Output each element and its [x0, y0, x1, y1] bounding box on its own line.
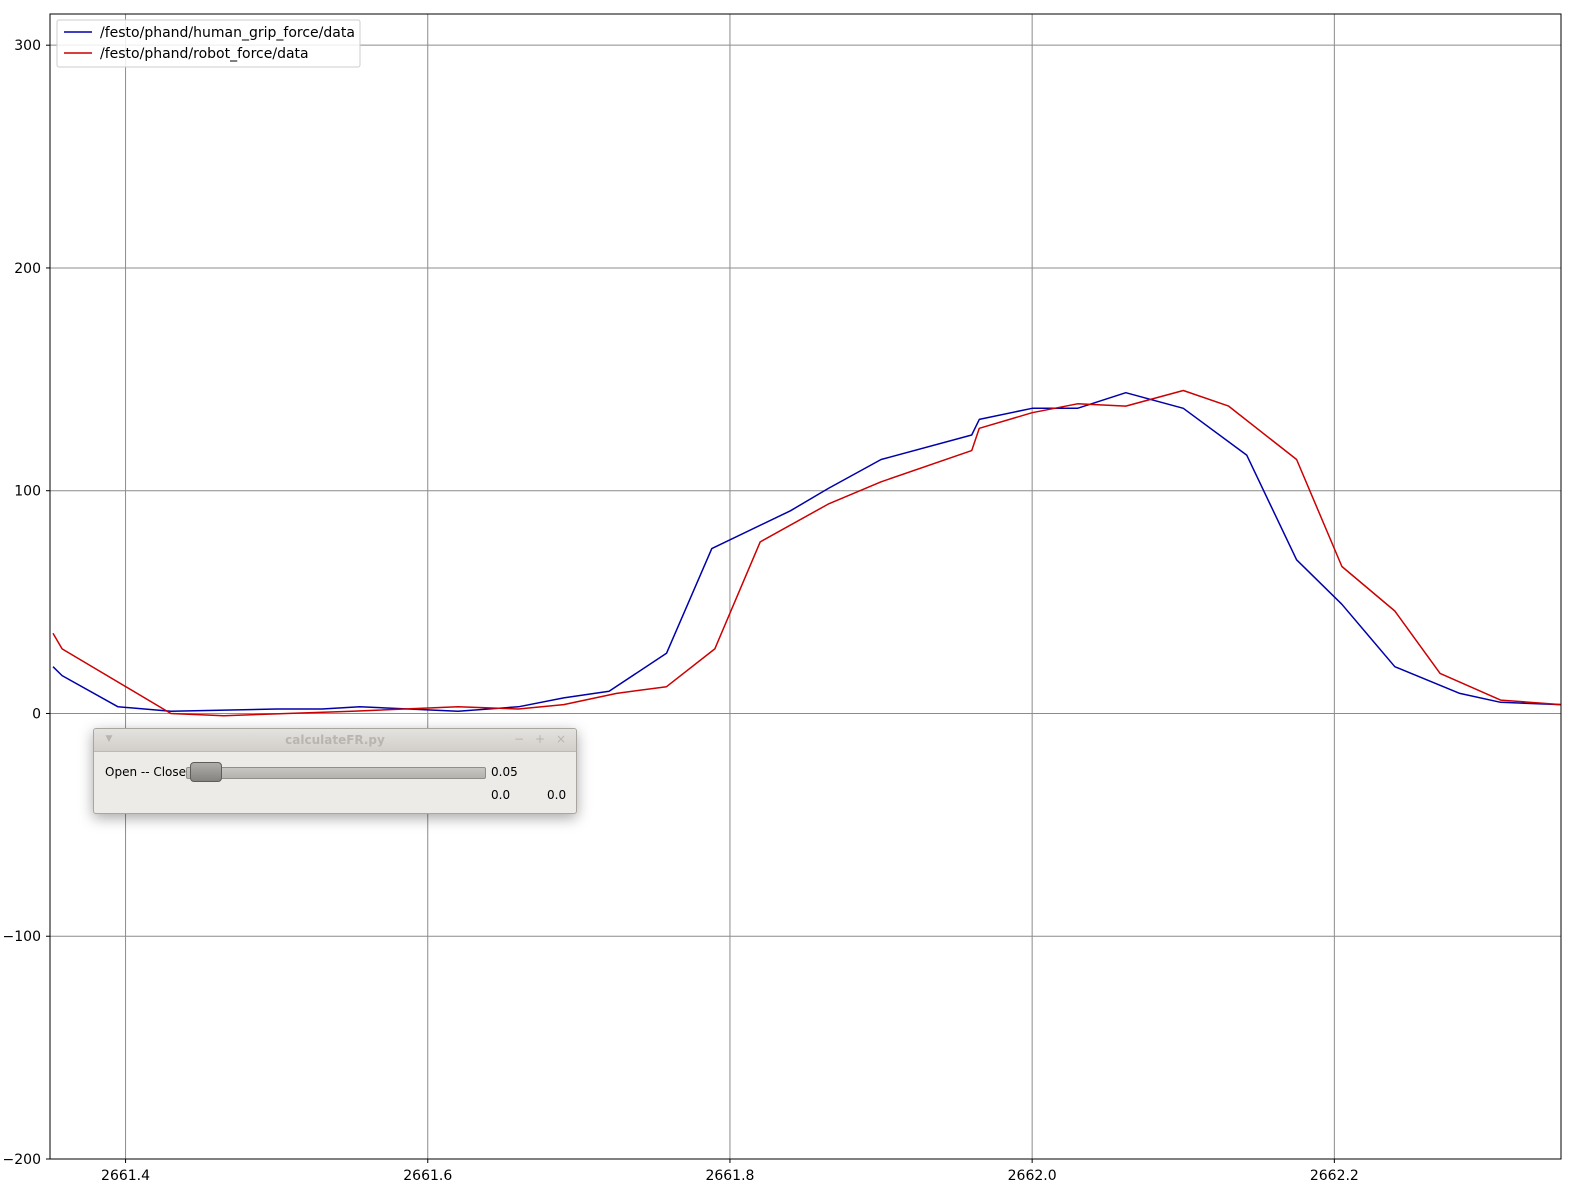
y-tick-label: −200 — [3, 1152, 41, 1168]
y-tick-label: −100 — [3, 929, 41, 945]
x-tick-label: 2661.6 — [403, 1168, 452, 1184]
open-close-slider-handle[interactable] — [190, 762, 222, 782]
grid — [50, 14, 1561, 1160]
y-tick-label: 300 — [14, 38, 41, 54]
plot-frame — [49, 13, 1562, 1160]
x-tick-label: 2662.0 — [1008, 1168, 1057, 1184]
slider-label: Open -- Close — [105, 765, 187, 779]
legend-label-robot-force: /festo/phand/robot_force/data — [100, 46, 309, 62]
window-title: calculateFR.py — [285, 733, 385, 747]
slider-value: 0.05 — [491, 765, 518, 779]
x-tick-label: 2661.4 — [101, 1168, 150, 1184]
window-titlebar[interactable]: ▼ calculateFR.py − + × — [94, 729, 576, 752]
minimize-icon[interactable]: − — [513, 732, 525, 746]
calculatefr-window: ▼ calculateFR.py − + × Open -- Close 0.0… — [93, 728, 577, 814]
open-close-slider-track[interactable] — [186, 767, 486, 779]
readout-value-left: 0.0 — [491, 788, 511, 802]
x-tick-label: 2661.8 — [705, 1168, 754, 1184]
legend-label-human-grip: /festo/phand/human_grip_force/data — [100, 25, 355, 41]
y-tick-label: 200 — [14, 261, 41, 277]
maximize-icon[interactable]: + — [534, 732, 546, 746]
series-line-robot-force — [52, 389, 1562, 717]
legend-box — [56, 19, 361, 68]
readout-value-right: 0.0 — [547, 788, 567, 802]
window-menu-icon[interactable]: ▼ — [105, 734, 113, 744]
series-lines — [52, 389, 1562, 717]
y-tick-label: 100 — [14, 484, 41, 500]
y-tick-label: 0 — [32, 706, 41, 722]
legend: /festo/phand/human_grip_force/data /fest… — [56, 19, 361, 68]
series-line-human-grip-force — [52, 391, 1562, 712]
axis-ticks: 2661.4 2661.6 2661.8 2662.0 2662.2−200−10001… — [3, 38, 1359, 1184]
close-icon[interactable]: × — [555, 732, 567, 746]
x-tick-label: 2662.2 — [1310, 1168, 1359, 1184]
